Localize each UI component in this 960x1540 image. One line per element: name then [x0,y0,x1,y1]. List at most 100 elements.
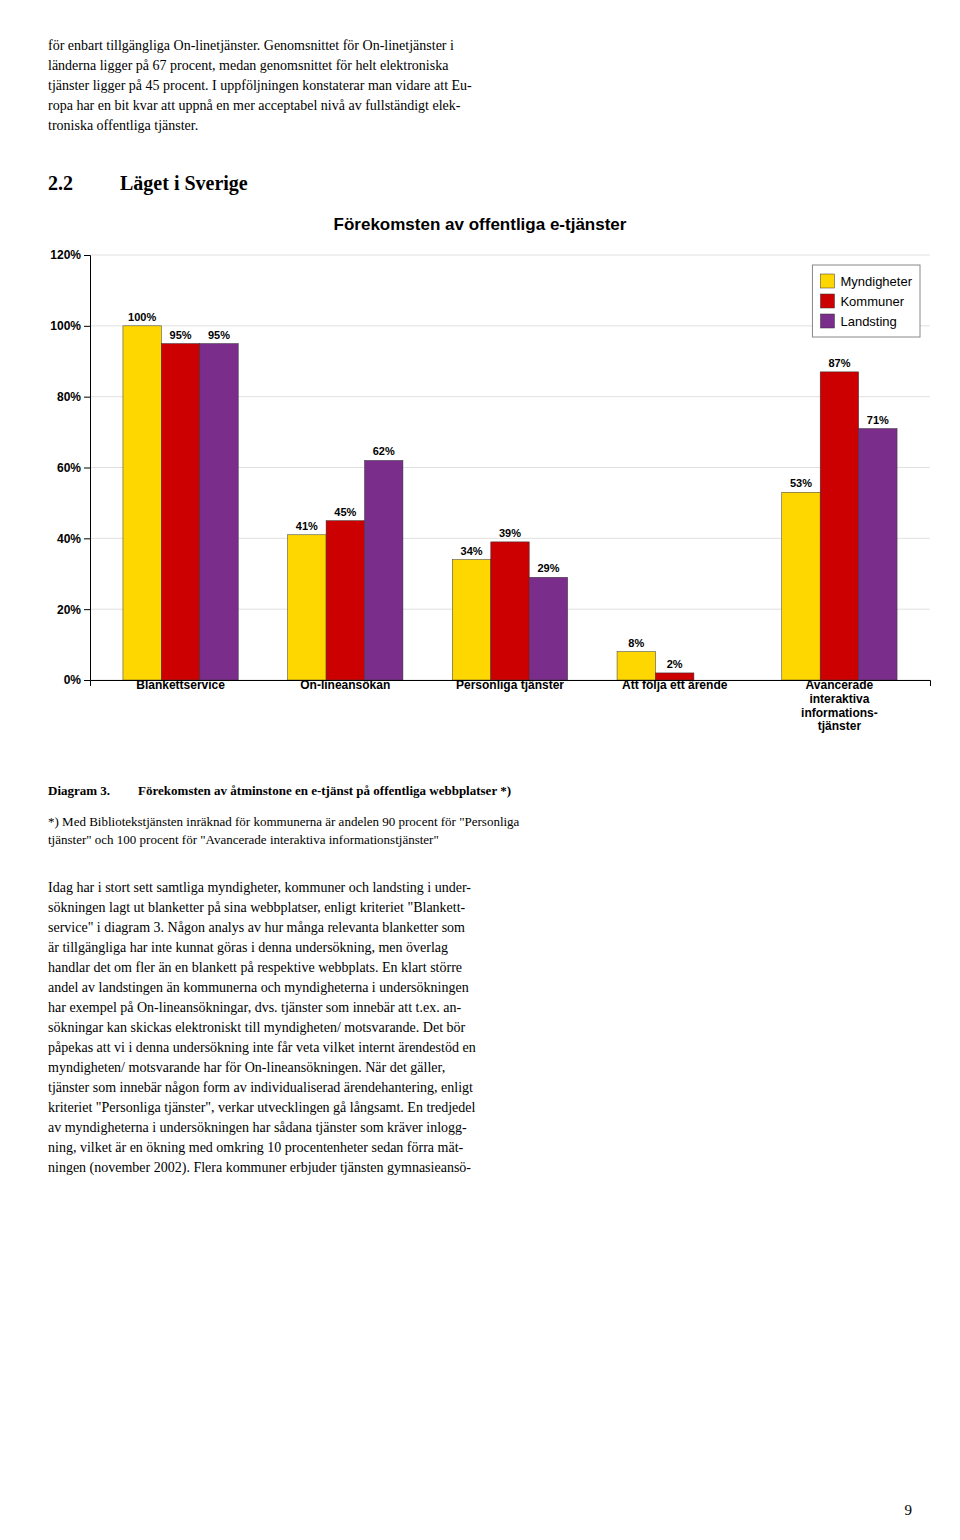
paragraph-line: ropa har en bit kvar att uppnå en mer ac… [48,98,461,113]
grid [90,255,930,680]
x-tick: Blankettservice [136,678,225,692]
page: för enbart tillgängliga On-linetjänster.… [0,0,960,1540]
paragraph-line: för enbart tillgängliga On-linetjänster.… [48,38,454,53]
bar [365,460,403,680]
bar [820,372,858,680]
data-label: 45% [334,506,356,518]
y-tick-label: 0% [64,673,82,687]
data-label: 95% [170,329,192,341]
data-label: 8% [628,637,644,649]
data-label: 41% [296,520,318,532]
bar [617,652,655,680]
data-label: 87% [828,357,850,369]
paragraph-line: ning, vilket är en ökning med omkring 10… [48,1140,464,1155]
diagram-label: Diagram 3. [48,783,110,798]
y-tick: 0% [64,673,90,687]
legend-swatch [820,314,834,328]
data-label: 100% [128,311,156,323]
paragraph-line: service" i diagram 3. Någon analys av hu… [48,920,465,935]
x-axis: Blankettservice On-lineansökan Personliga … [91,678,931,733]
bars [123,326,897,680]
x-tick: Att följa ett ärende [622,678,728,692]
legend-entry: Myndigheter [820,274,912,289]
bar [491,542,529,680]
footnote: *) Med Bibliotekstjänsten inräknad för k… [48,814,520,847]
x-tick: Avanceradeinteraktivainformations-tjänst… [801,678,878,733]
data-label: 34% [461,545,483,557]
x-tick: On-lineansökan [300,678,390,692]
y-tick-label: 60% [57,461,81,475]
paragraph-line: av myndigheterna i undersökningen har så… [48,1120,467,1135]
y-tick-mark [84,680,90,681]
paragraph-line: Idag har i stort sett samtliga myndighet… [48,880,471,895]
bar [123,326,161,680]
diagram-caption: Förekomsten av åtminstone en e-tjänst på… [138,783,511,798]
bar-series [200,344,897,680]
legend-entry: Landsting [820,314,896,329]
bar [452,560,490,680]
y-tick: 20% [57,603,90,617]
y-tick-label: 40% [57,532,81,546]
bar [326,521,364,680]
bar [288,535,326,680]
x-tick-label: Att följa ett ärende [622,678,728,692]
legend-swatch [820,274,834,288]
legend: Myndigheter Kommuner Landsting [812,265,920,337]
y-tick-mark [84,538,90,539]
y-tick-mark [84,326,90,327]
section-title: Läget i Sverige [120,172,248,195]
paragraph-line: andel av landstingen än kommunerna och m… [48,980,469,995]
y-tick: 60% [57,461,90,475]
y-tick-mark [84,397,90,398]
x-tick-label: Avanceradeinteraktivainformations-tjänst… [801,678,878,733]
data-label: 53% [790,477,812,489]
bar-series [123,326,820,680]
text-above: för enbart tillgängliga On-linetjänster.… [48,38,472,133]
legend-entry: Kommuner [820,294,904,309]
paragraph-line: myndigheten/ motsvarande har för On-line… [48,1060,445,1075]
x-tick-label: Personliga tjänster [456,678,564,692]
footnote-line: tjänster" och 100 procent för "Avancerad… [48,832,439,847]
bar [161,344,199,680]
y-tick: 80% [57,390,90,404]
grid-line [90,255,930,256]
y-tick-mark [84,468,90,469]
chart: 100%41%34%8%53%95%45%39%2%87%95%62%29%71… [50,248,930,733]
paragraph-line: troniska offentliga tjänster. [48,118,198,133]
y-tick-label: 100% [50,319,81,333]
x-tick: Personliga tjänster [456,678,564,692]
bar-series [161,344,858,680]
text-below: Idag har i stort sett samtliga myndighet… [48,880,476,1176]
chart-title: Förekomsten av offentliga e-tjänster [334,215,627,234]
bar [529,577,567,680]
paragraph-line: har exempel på On-lineansökningar, dvs. … [48,1000,461,1015]
paragraph-line: ningen (november 2002). Flera kommuner e… [48,1160,471,1176]
x-tick-label: On-lineansökan [300,678,390,692]
y-axis: 0% 20% 40% 60% 80% 100% 120% [50,248,90,687]
paragraph-line: tjänster som innebär någon form av indiv… [48,1080,473,1095]
legend-frame [812,265,920,337]
paragraph-line: handlar det om fler än en blankett på re… [48,960,462,975]
data-labels: 100%41%34%8%53%95%45%39%2%87%95%62%29%71… [128,311,889,670]
legend-label: Landsting [840,314,896,329]
bar [200,344,238,680]
y-tick: 40% [57,532,90,546]
y-tick-label: 120% [50,248,81,262]
y-tick-label: 20% [57,603,81,617]
bar [859,429,897,680]
data-label: 39% [499,527,521,539]
y-tick-label: 80% [57,390,81,404]
data-label: 71% [867,414,889,426]
paragraph-line: länderna ligger på 67 procent, medan gen… [48,58,449,73]
paragraph-line: är tillgängliga har inte kunnat göras i … [48,940,448,955]
x-tick-label: Blankettservice [136,678,225,692]
data-label: 95% [208,329,230,341]
legend-label: Kommuner [840,294,904,309]
y-tick: 120% [50,248,90,262]
data-label: 62% [373,445,395,457]
legend-label: Myndigheter [840,274,912,289]
footnote-line: *) Med Bibliotekstjänsten inräknad för k… [48,814,520,829]
data-label: 2% [667,658,683,670]
bar [782,492,820,680]
paragraph-line: påpekas att vi i denna undersökning inte… [48,1040,476,1055]
